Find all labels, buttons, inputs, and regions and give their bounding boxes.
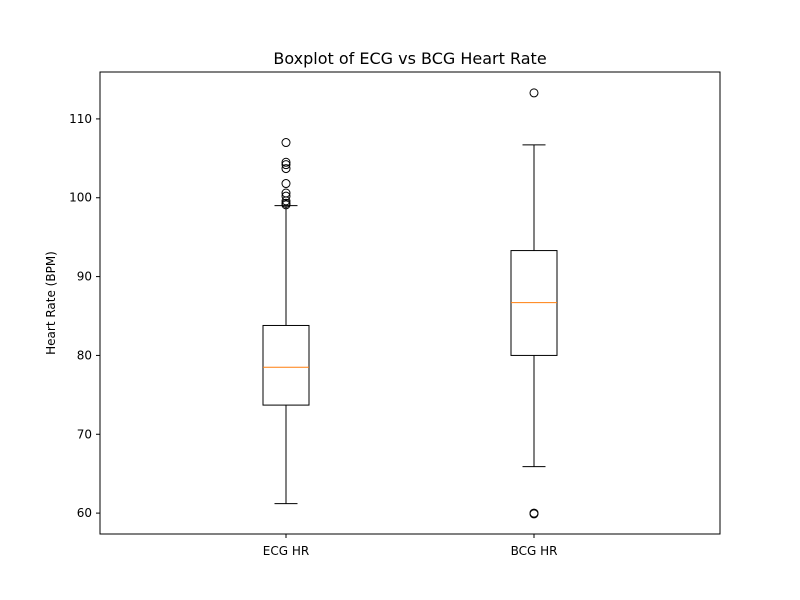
outlier-point [529, 508, 539, 518]
outlier-point [281, 198, 291, 208]
outlier-point [529, 88, 539, 98]
y-tick-label: 60 [77, 506, 92, 520]
x-tick-label: ECG HR [263, 544, 309, 558]
axes-frame [99, 71, 721, 535]
outlier-point [281, 179, 291, 189]
outlier-point [281, 164, 291, 174]
y-tick-label: 110 [69, 112, 92, 126]
chart-title: Boxplot of ECG vs BCG Heart Rate [273, 49, 546, 68]
y-tick-label: 100 [69, 191, 92, 205]
iqr-box [262, 324, 310, 406]
box-group [262, 138, 310, 505]
plot-area [262, 88, 558, 519]
box-group [510, 88, 558, 519]
y-axis: 60 70 80 90 100 110 [69, 112, 100, 520]
outlier-point [281, 138, 291, 148]
outlier-point [281, 188, 291, 198]
outlier-point [281, 191, 291, 201]
y-tick-label: 80 [77, 348, 92, 362]
x-axis: ECG HR BCG HR [263, 534, 558, 558]
y-tick-label: 90 [77, 270, 92, 284]
y-axis-label: Heart Rate (BPM) [44, 251, 58, 355]
outlier-point [281, 157, 291, 167]
x-tick-label: BCG HR [511, 544, 558, 558]
y-tick-label: 70 [77, 427, 92, 441]
outlier-point [281, 160, 291, 170]
